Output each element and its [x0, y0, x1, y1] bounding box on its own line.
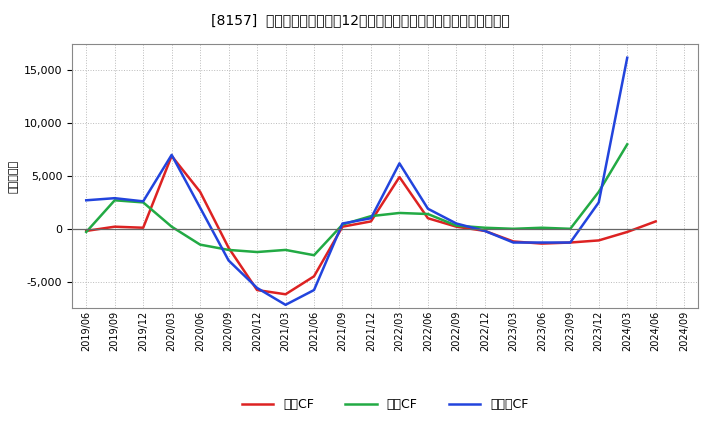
- フリーCF: [452, 221, 461, 226]
- 投資CF: [82, 229, 91, 235]
- 営業CF: [652, 219, 660, 224]
- フリーCF: [566, 240, 575, 245]
- Line: フリーCF: フリーCF: [86, 58, 627, 305]
- 営業CF: [452, 224, 461, 229]
- フリーCF: [423, 206, 432, 211]
- 投資CF: [623, 142, 631, 147]
- 営業CF: [282, 292, 290, 297]
- フリーCF: [196, 205, 204, 210]
- 営業CF: [310, 274, 318, 279]
- 営業CF: [623, 229, 631, 235]
- 営業CF: [566, 240, 575, 245]
- フリーCF: [82, 198, 91, 203]
- フリーCF: [480, 228, 489, 234]
- 投資CF: [452, 223, 461, 228]
- 投資CF: [423, 211, 432, 216]
- 営業CF: [423, 216, 432, 221]
- 営業CF: [366, 219, 375, 224]
- 投資CF: [366, 213, 375, 219]
- Legend: 営業CF, 投資CF, フリーCF: 営業CF, 投資CF, フリーCF: [237, 393, 534, 416]
- 投資CF: [253, 249, 261, 255]
- 営業CF: [110, 224, 119, 229]
- フリーCF: [338, 221, 347, 226]
- 投資CF: [395, 210, 404, 216]
- フリーCF: [595, 200, 603, 205]
- 営業CF: [595, 238, 603, 243]
- 投資CF: [566, 226, 575, 231]
- 投資CF: [595, 189, 603, 194]
- フリーCF: [110, 195, 119, 201]
- フリーCF: [225, 258, 233, 263]
- 営業CF: [480, 228, 489, 234]
- フリーCF: [537, 240, 546, 245]
- フリーCF: [282, 302, 290, 308]
- Text: [8157]  キャッシュフローの12か月移動合計の対前年同期増減額の推移: [8157] キャッシュフローの12か月移動合計の対前年同期増減額の推移: [211, 13, 509, 27]
- 投資CF: [196, 242, 204, 247]
- 営業CF: [338, 224, 347, 229]
- 営業CF: [225, 245, 233, 250]
- フリーCF: [167, 152, 176, 158]
- 投資CF: [480, 225, 489, 231]
- 営業CF: [253, 287, 261, 293]
- 投資CF: [139, 200, 148, 205]
- 投資CF: [282, 247, 290, 253]
- 営業CF: [196, 189, 204, 194]
- フリーCF: [509, 240, 518, 245]
- 投資CF: [310, 253, 318, 258]
- Line: 投資CF: 投資CF: [86, 144, 627, 255]
- 営業CF: [509, 239, 518, 244]
- 営業CF: [167, 153, 176, 158]
- Line: 営業CF: 営業CF: [86, 156, 656, 294]
- 投資CF: [167, 224, 176, 229]
- フリーCF: [623, 55, 631, 60]
- 投資CF: [509, 226, 518, 231]
- フリーCF: [253, 285, 261, 290]
- 営業CF: [395, 174, 404, 180]
- フリーCF: [310, 287, 318, 293]
- 投資CF: [338, 222, 347, 227]
- Y-axis label: （百万円）: （百万円）: [8, 159, 18, 193]
- 投資CF: [225, 247, 233, 253]
- 投資CF: [110, 198, 119, 203]
- 営業CF: [139, 225, 148, 231]
- 投資CF: [537, 225, 546, 231]
- フリーCF: [395, 161, 404, 166]
- フリーCF: [366, 216, 375, 221]
- 営業CF: [537, 241, 546, 246]
- フリーCF: [139, 199, 148, 204]
- 営業CF: [82, 228, 91, 234]
